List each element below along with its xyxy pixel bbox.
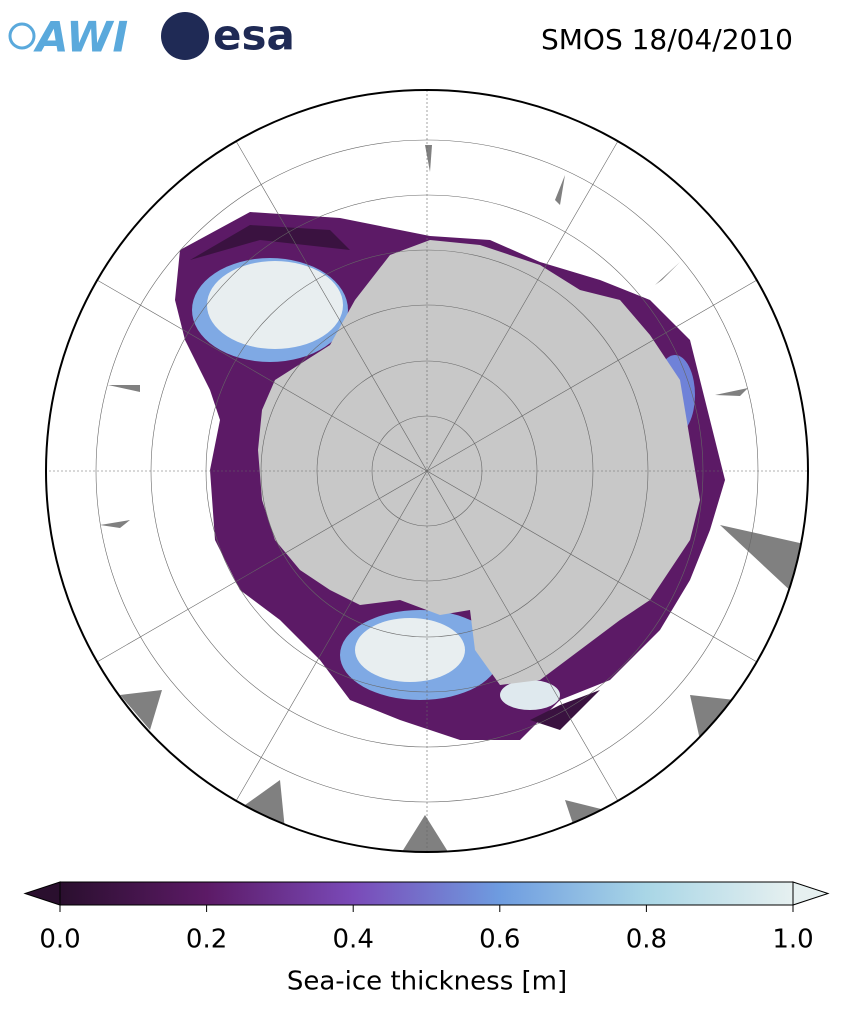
esa-logo-mark	[161, 12, 209, 60]
colorbar-tick-label: 0.6	[479, 925, 520, 955]
colorbar-extend-low	[23, 881, 61, 906]
awi-logo-mark	[8, 22, 36, 50]
map-title: SMOS 18/04/2010	[541, 23, 793, 56]
antarctica	[258, 240, 700, 685]
colorbar-extend-high	[792, 881, 830, 906]
colorbar-tick-label: 0.8	[626, 925, 667, 955]
colorbar-gradient	[59, 881, 794, 906]
ocean-masks	[100, 145, 808, 852]
map	[46, 90, 808, 852]
map-frame	[45, 89, 809, 853]
awi-logo: AWI	[33, 13, 128, 62]
logos: AWI esa	[8, 11, 295, 62]
colorbar-tick-label: 0.4	[333, 925, 374, 955]
esa-logo: esa	[213, 11, 295, 60]
colorbar	[23, 881, 830, 912]
colorbar-label: Sea-ice thickness [m]	[287, 967, 567, 997]
colorbar-tick-label: 0.2	[186, 925, 227, 955]
colorbar-tick-label: 0.0	[39, 925, 80, 955]
colorbar-tick-label: 1.0	[772, 925, 813, 955]
graticule	[46, 90, 808, 852]
